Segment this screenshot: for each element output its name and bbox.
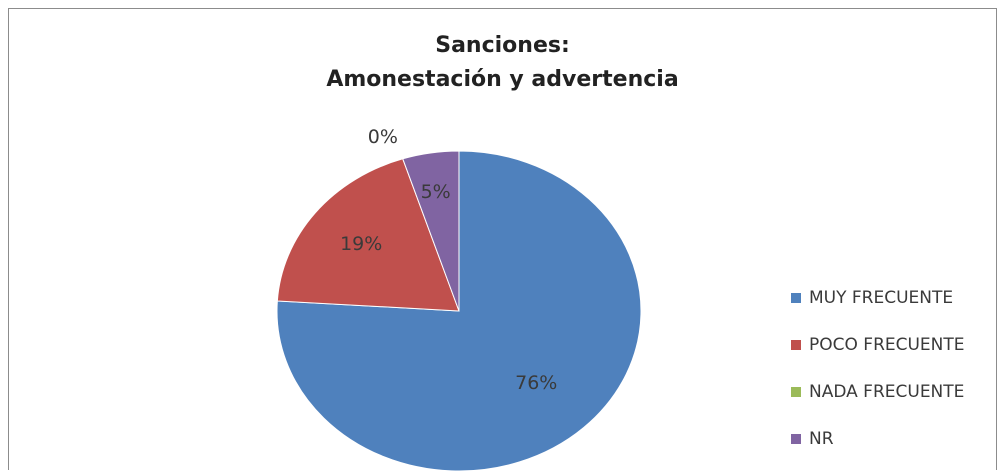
legend-item-nada-frecuente: NADA FRECUENTE: [791, 381, 965, 403]
chart-title-line-1: Sanciones:: [435, 33, 570, 58]
chart-area: Sanciones: Amonestación y advertencia 76…: [8, 8, 997, 471]
legend-item-nr: NR: [791, 428, 965, 450]
legend-label: NADA FRECUENTE: [809, 382, 965, 402]
legend-swatch: [791, 387, 801, 397]
legend-item-muy-frecuente: MUY FRECUENTE: [791, 287, 965, 309]
data-label-poco-frecuente: 19%: [340, 233, 382, 255]
pie-slice-poco-frecuente: [276, 158, 460, 312]
pie-slice-muy-frecuente: [276, 150, 642, 471]
legend-label: NR: [809, 429, 834, 449]
legend-swatch: [791, 293, 801, 303]
pie-slice-nr: [402, 150, 460, 312]
data-label-nada-frecuente: 0%: [368, 126, 398, 148]
legend-swatch: [791, 434, 801, 444]
legend-label: MUY FRECUENTE: [809, 288, 954, 308]
legend-label: POCO FRECUENTE: [809, 335, 965, 355]
chart-legend: MUY FRECUENTE POCO FRECUENTE NADA FRECUE…: [791, 287, 965, 475]
data-label-muy-frecuente: 76%: [515, 372, 557, 394]
pie-chart: 76% 19% 0% 5%: [276, 126, 642, 471]
legend-item-poco-frecuente: POCO FRECUENTE: [791, 334, 965, 356]
chart-title-line-2: Amonestación y advertencia: [326, 67, 679, 92]
data-label-nr: 5%: [421, 181, 451, 203]
legend-swatch: [791, 340, 801, 350]
